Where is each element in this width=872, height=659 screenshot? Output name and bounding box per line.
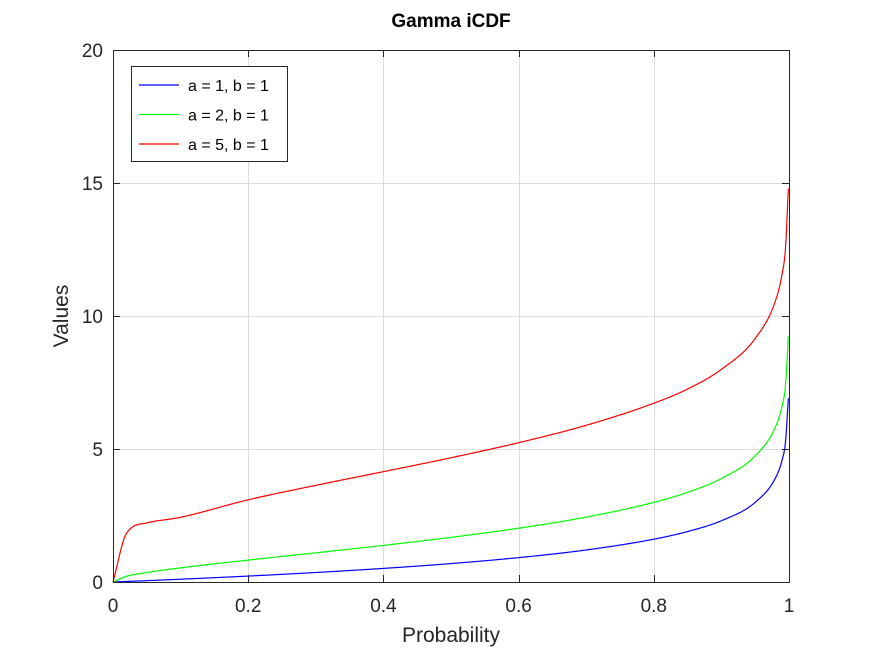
x-tick-label: 0.4 bbox=[370, 596, 397, 617]
series-line-1 bbox=[112, 398, 789, 583]
y-tick-label: 15 bbox=[82, 174, 103, 195]
y-tick-label: 5 bbox=[92, 440, 103, 461]
legend-label-3: a = 5, b = 1 bbox=[188, 137, 269, 154]
legend: a = 1, b = 1 a = 2, b = 1 a = 5, b = 1 bbox=[131, 66, 288, 162]
series-line-3 bbox=[112, 188, 789, 583]
series-layer bbox=[112, 188, 789, 583]
legend-label-1: a = 1, b = 1 bbox=[188, 78, 269, 95]
axis-ticks bbox=[113, 50, 790, 583]
x-tick-label: 0.2 bbox=[235, 596, 261, 617]
x-tick-label: 1 bbox=[784, 596, 795, 617]
series-line-2 bbox=[112, 336, 789, 583]
y-tick-label: 10 bbox=[82, 307, 103, 328]
x-tick-label: 0 bbox=[108, 596, 119, 617]
x-tick-label: 0.8 bbox=[641, 596, 667, 617]
y-tick-label: 0 bbox=[92, 573, 103, 594]
y-tick-label: 20 bbox=[82, 41, 103, 62]
chart-title: Gamma iCDF bbox=[391, 11, 510, 32]
y-axis-label: Values bbox=[50, 285, 73, 348]
x-axis-label: Probability bbox=[402, 624, 501, 647]
legend-label-2: a = 2, b = 1 bbox=[188, 108, 269, 125]
x-tick-label: 0.6 bbox=[505, 596, 531, 617]
